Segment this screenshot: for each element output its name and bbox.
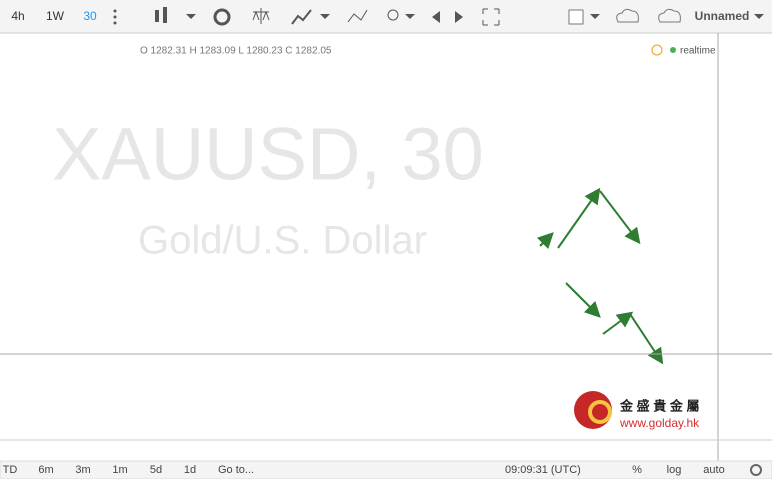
logo-mark xyxy=(574,391,612,429)
footer xyxy=(0,460,772,479)
toolbar-icons[interactable] xyxy=(113,7,681,26)
interval-button[interactable]: 30 xyxy=(83,9,97,23)
watermark-symbol: XAUUSD, 30 xyxy=(52,113,484,196)
interval-button[interactable]: 1W xyxy=(46,9,65,23)
range-button[interactable]: TD xyxy=(3,464,18,476)
percent-toggle[interactable]: % xyxy=(632,464,642,476)
range-button[interactable]: 1d xyxy=(184,464,196,476)
range-button[interactable]: 1m xyxy=(112,464,127,476)
status-icon xyxy=(651,44,663,56)
logo-url: www.golday.hk xyxy=(619,416,700,430)
auto-toggle[interactable]: auto xyxy=(703,464,724,476)
layout-name[interactable]: Unnamed xyxy=(695,9,750,23)
ohlc-label: O 1282.31 H 1283.09 L 1280.23 C 1282.05 xyxy=(140,46,332,57)
clock: 09:09:31 (UTC) xyxy=(505,464,581,476)
layout-menu[interactable] xyxy=(754,14,764,19)
range-button[interactable]: 3m xyxy=(75,464,90,476)
logo-name: 金 盛 貴 金 屬 xyxy=(619,398,699,413)
interval-button[interactable]: 4h xyxy=(11,9,24,23)
settings-button[interactable] xyxy=(750,464,762,476)
status: realtime xyxy=(680,46,716,57)
range-button[interactable]: 5d xyxy=(150,464,162,476)
goto-button[interactable]: Go to... xyxy=(218,464,254,476)
watermark-description: Gold/U.S. Dollar xyxy=(138,219,427,263)
range-button[interactable]: 6m xyxy=(38,464,53,476)
log-toggle[interactable]: log xyxy=(667,464,682,476)
status-dot xyxy=(670,47,676,53)
projection-arrows xyxy=(536,187,664,365)
toolbar xyxy=(0,0,772,33)
